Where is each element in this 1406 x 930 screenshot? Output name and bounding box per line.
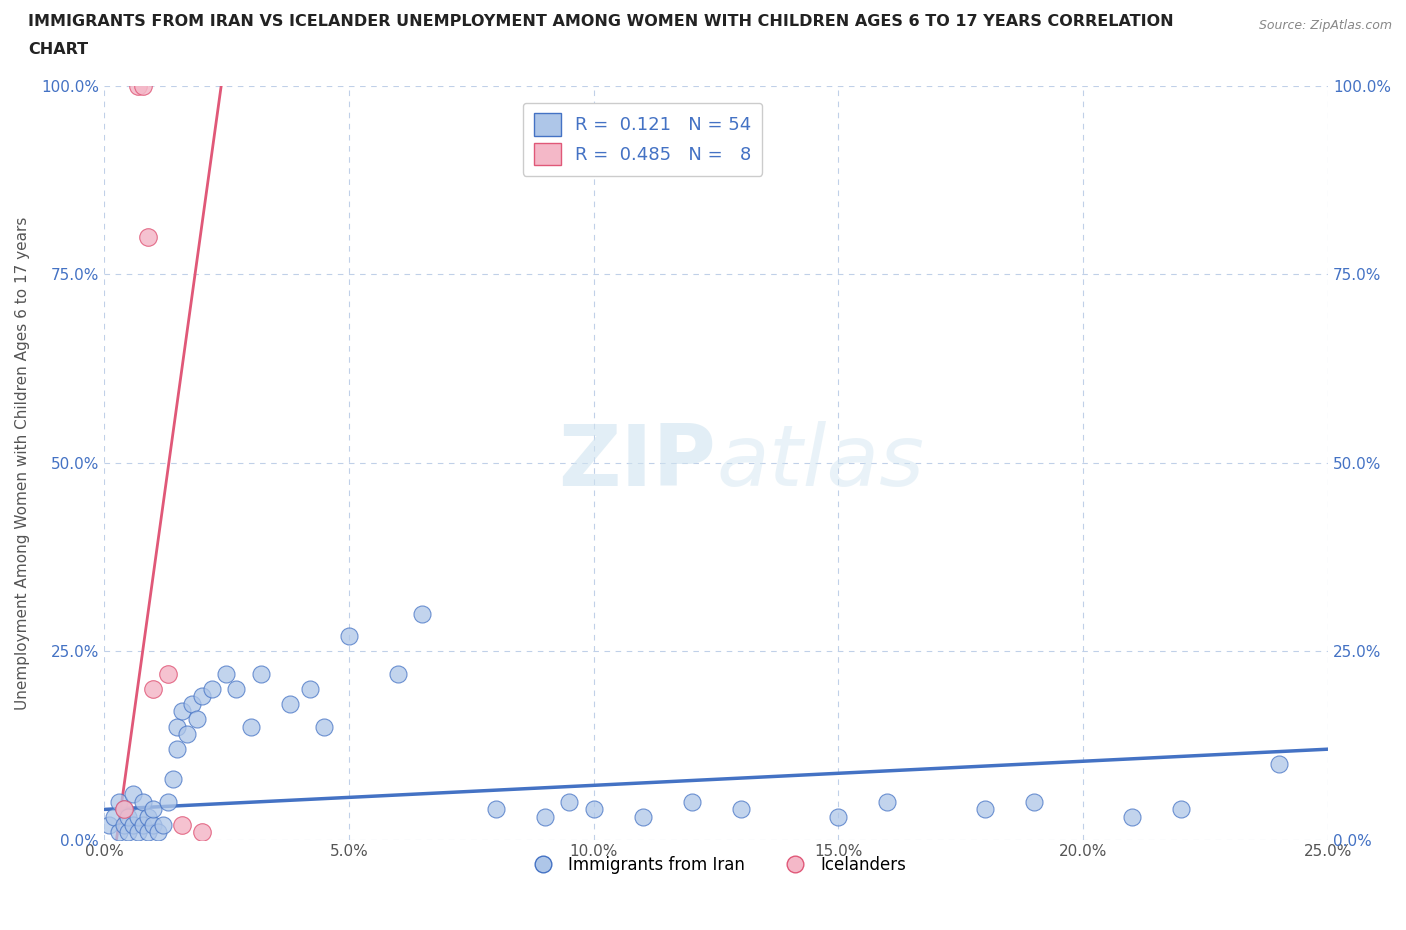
Point	[681, 794, 703, 809]
Point	[107, 794, 129, 809]
Point	[172, 704, 194, 719]
Point	[387, 667, 409, 682]
Point	[201, 682, 224, 697]
Point	[485, 802, 508, 817]
Point	[117, 825, 139, 840]
Point	[172, 817, 194, 832]
Point	[97, 817, 120, 832]
Point	[166, 742, 188, 757]
Point	[191, 825, 214, 840]
Point	[181, 697, 204, 711]
Point	[103, 809, 125, 824]
Point	[337, 629, 360, 644]
Point	[127, 825, 149, 840]
Point	[117, 809, 139, 824]
Text: atlas: atlas	[716, 421, 924, 504]
Point	[136, 825, 159, 840]
Point	[176, 726, 198, 741]
Point	[156, 667, 179, 682]
Point	[582, 802, 605, 817]
Point	[974, 802, 997, 817]
Point	[314, 719, 336, 734]
Point	[146, 825, 169, 840]
Point	[136, 809, 159, 824]
Point	[533, 809, 555, 824]
Text: Source: ZipAtlas.com: Source: ZipAtlas.com	[1258, 19, 1392, 32]
Point	[827, 809, 849, 824]
Point	[278, 697, 301, 711]
Point	[1170, 802, 1192, 817]
Point	[191, 689, 214, 704]
Legend: Immigrants from Iran, Icelanders: Immigrants from Iran, Icelanders	[520, 849, 912, 880]
Point	[186, 711, 208, 726]
Point	[122, 787, 145, 802]
Point	[132, 79, 155, 94]
Point	[1024, 794, 1046, 809]
Point	[142, 817, 165, 832]
Point	[127, 79, 149, 94]
Point	[876, 794, 898, 809]
Point	[225, 682, 247, 697]
Point	[136, 230, 159, 245]
Point	[112, 802, 135, 817]
Point	[631, 809, 654, 824]
Point	[107, 825, 129, 840]
Point	[142, 802, 165, 817]
Point	[162, 772, 184, 787]
Text: CHART: CHART	[28, 42, 89, 57]
Point	[112, 817, 135, 832]
Text: IMMIGRANTS FROM IRAN VS ICELANDER UNEMPLOYMENT AMONG WOMEN WITH CHILDREN AGES 6 : IMMIGRANTS FROM IRAN VS ICELANDER UNEMPL…	[28, 14, 1174, 29]
Text: ZIP: ZIP	[558, 421, 716, 504]
Point	[411, 606, 433, 621]
Point	[239, 719, 262, 734]
Point	[112, 802, 135, 817]
Point	[132, 794, 155, 809]
Point	[122, 817, 145, 832]
Point	[127, 809, 149, 824]
Point	[152, 817, 174, 832]
Point	[1268, 757, 1291, 772]
Point	[730, 802, 752, 817]
Point	[142, 682, 165, 697]
Point	[156, 794, 179, 809]
Point	[1121, 809, 1143, 824]
Point	[132, 817, 155, 832]
Point	[215, 667, 238, 682]
Point	[249, 667, 271, 682]
Point	[166, 719, 188, 734]
Y-axis label: Unemployment Among Women with Children Ages 6 to 17 years: Unemployment Among Women with Children A…	[15, 216, 30, 710]
Point	[298, 682, 321, 697]
Point	[558, 794, 581, 809]
